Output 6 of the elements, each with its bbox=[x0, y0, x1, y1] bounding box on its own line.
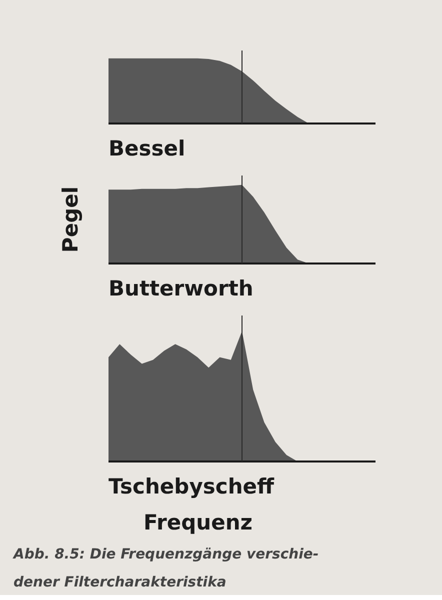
x-axis-title: Frequenz bbox=[144, 510, 252, 534]
y-axis-title: Pegel bbox=[58, 186, 82, 253]
text: Butterworth bbox=[108, 276, 254, 300]
text: Tschebyscheff bbox=[108, 474, 276, 498]
caption: Abb. 8.5: Die Frequenzgänge verschie- dener Filtercharakteristika bbox=[12, 546, 319, 590]
text: Bessel bbox=[108, 136, 186, 160]
